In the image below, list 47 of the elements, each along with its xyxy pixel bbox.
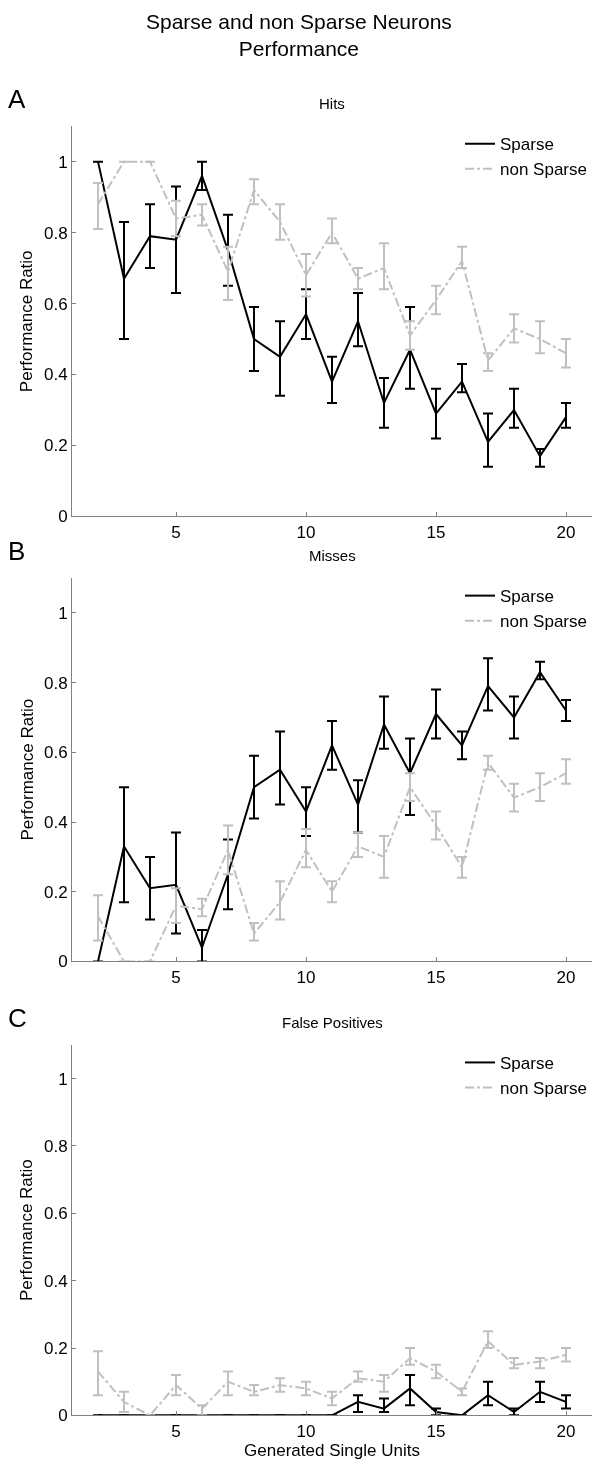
x-tick-label: 10 [296, 1421, 316, 1441]
x-tick-label: 5 [171, 522, 181, 542]
chart-title: Misses [309, 547, 356, 564]
y-tick-label: 0.6 [43, 294, 68, 314]
y-axis-title: Performance Ratio [17, 698, 37, 841]
legend-label: non Sparse [500, 1079, 587, 1099]
chart-title: Sparse and non Sparse Neurons Performance [146, 10, 452, 61]
y-tick-label: 0 [58, 507, 68, 527]
y-tick-label: 0.4 [43, 1271, 68, 1291]
chart-subtitle: Hits [319, 95, 345, 112]
chart-title: False Positives [282, 1014, 383, 1031]
y-tick-label: 0.2 [43, 436, 68, 456]
legend-label: non Sparse [500, 160, 587, 180]
y-tick-label: 1 [58, 152, 68, 172]
x-tick-label: 10 [296, 522, 316, 542]
y-tick-label: 0 [58, 1406, 68, 1426]
y-tick-label: 0.8 [43, 223, 68, 243]
x-tick-label: 20 [556, 967, 576, 987]
text: C [8, 1003, 27, 1033]
x-tick-label: 5 [171, 1421, 181, 1441]
y-tick-label: 0.8 [43, 1136, 68, 1156]
y-tick-label: 1 [58, 1069, 68, 1089]
legend-label: non Sparse [500, 612, 587, 632]
legend-label: Sparse [500, 1054, 554, 1074]
y-tick-label: 0.6 [43, 1204, 68, 1224]
legend-label: Sparse [500, 135, 554, 155]
y-tick-label: 0.6 [43, 743, 68, 763]
y-axis-title: Performance Ratio [17, 250, 37, 393]
y-tick-label: 0.2 [43, 882, 68, 902]
x-tick-label: 15 [426, 967, 446, 987]
legend-label: Sparse [500, 587, 554, 607]
y-tick-label: 0.4 [43, 812, 68, 832]
y-tick-label: 0.2 [43, 1338, 68, 1358]
x-tick-label: 20 [556, 522, 576, 542]
y-tick-label: 1 [58, 603, 68, 623]
text: B [8, 536, 26, 566]
x-tick-label: 15 [426, 522, 446, 542]
x-tick-label: 5 [171, 967, 181, 987]
x-tick-label: 10 [296, 967, 316, 987]
x-axis-title: Generated Single Units [244, 1440, 420, 1460]
x-tick-label: 15 [426, 1421, 446, 1441]
y-tick-label: 0 [58, 952, 68, 972]
y-tick-label: 0.8 [43, 673, 68, 693]
y-tick-label: 0.4 [43, 365, 68, 385]
text: A [8, 84, 26, 114]
y-axis-title: Performance Ratio [17, 1159, 37, 1301]
x-tick-label: 20 [556, 1421, 576, 1441]
